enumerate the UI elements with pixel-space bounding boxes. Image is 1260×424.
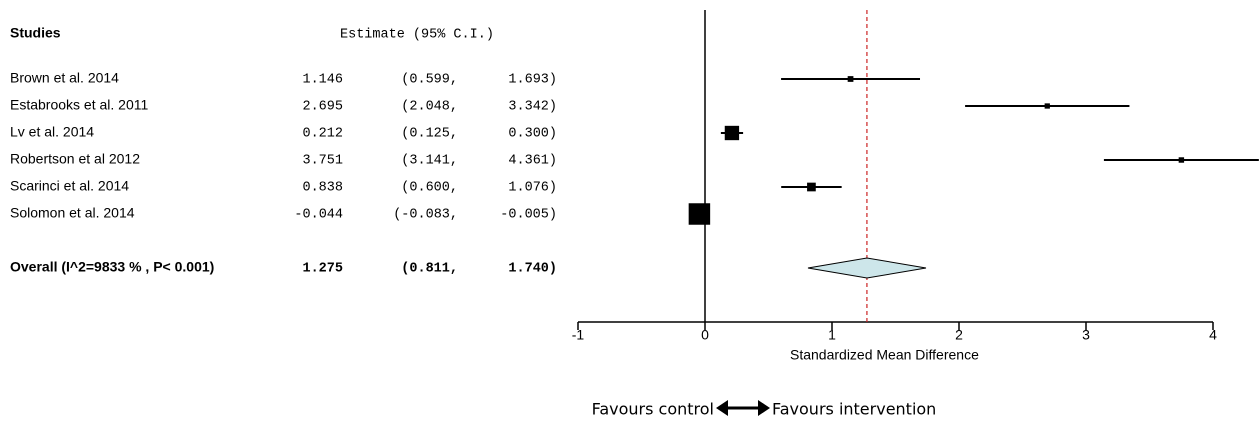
study-label: Brown et al. 2014 xyxy=(10,70,119,86)
point-estimate xyxy=(688,203,711,225)
upper-label: -0.005) xyxy=(500,208,557,223)
x-tick-label: 1 xyxy=(828,327,836,343)
upper-label: 1.693) xyxy=(508,73,557,88)
estimate-label: 0.838 xyxy=(302,181,343,196)
lower-label: (-0.083, xyxy=(393,208,458,223)
summary-diamond xyxy=(807,257,927,279)
column-header: Estimate (95% C.I.) xyxy=(340,28,494,43)
lower-label: (2.048, xyxy=(401,100,458,115)
point-estimate xyxy=(807,182,816,192)
x-tick-label: 4 xyxy=(1209,327,1217,343)
x-tick-label: 0 xyxy=(701,327,709,343)
summary-lower: (0.811, xyxy=(401,262,458,277)
x-tick-label: 2 xyxy=(955,327,963,343)
summary-label: Overall (I^2=9833 % , P< 0.001) xyxy=(10,259,214,275)
footer-right: Favours intervention xyxy=(772,400,936,419)
point-estimate xyxy=(724,125,740,141)
estimate-label: -0.044 xyxy=(294,208,343,223)
upper-label: 3.342) xyxy=(508,100,557,115)
study-label: Lv et al. 2014 xyxy=(10,124,94,140)
study-label: Estabrooks et al. 2011 xyxy=(10,97,148,113)
study-label: Solomon et al. 2014 xyxy=(10,205,135,221)
double-arrow xyxy=(716,400,770,416)
point-estimate xyxy=(1044,103,1050,109)
estimate-label: 3.751 xyxy=(302,154,343,169)
footer-left: Favours control xyxy=(592,400,714,419)
lower-label: (0.599, xyxy=(401,73,458,88)
lower-label: (0.125, xyxy=(401,127,458,142)
upper-label: 1.076) xyxy=(508,181,557,196)
point-estimate xyxy=(847,76,854,82)
lower-label: (3.141, xyxy=(401,154,458,169)
study-label: Robertson et al 2012 xyxy=(10,151,140,167)
study-label: Scarinci et al. 2014 xyxy=(10,178,129,194)
estimate-label: 0.212 xyxy=(302,127,343,142)
upper-label: 0.300) xyxy=(508,127,557,142)
x-tick-label: 3 xyxy=(1082,327,1090,343)
upper-label: 4.361) xyxy=(508,154,557,169)
estimate-label: 1.146 xyxy=(302,73,343,88)
estimate-label: 2.695 xyxy=(302,100,343,115)
summary-upper: 1.740) xyxy=(508,262,557,277)
lower-label: (0.600, xyxy=(401,181,458,196)
point-estimate xyxy=(1178,157,1185,163)
column-header: Studies xyxy=(10,25,61,41)
summary-estimate: 1.275 xyxy=(302,262,343,277)
x-axis-label: Standardized Mean Difference xyxy=(790,347,979,363)
x-tick-label: -1 xyxy=(572,327,585,343)
